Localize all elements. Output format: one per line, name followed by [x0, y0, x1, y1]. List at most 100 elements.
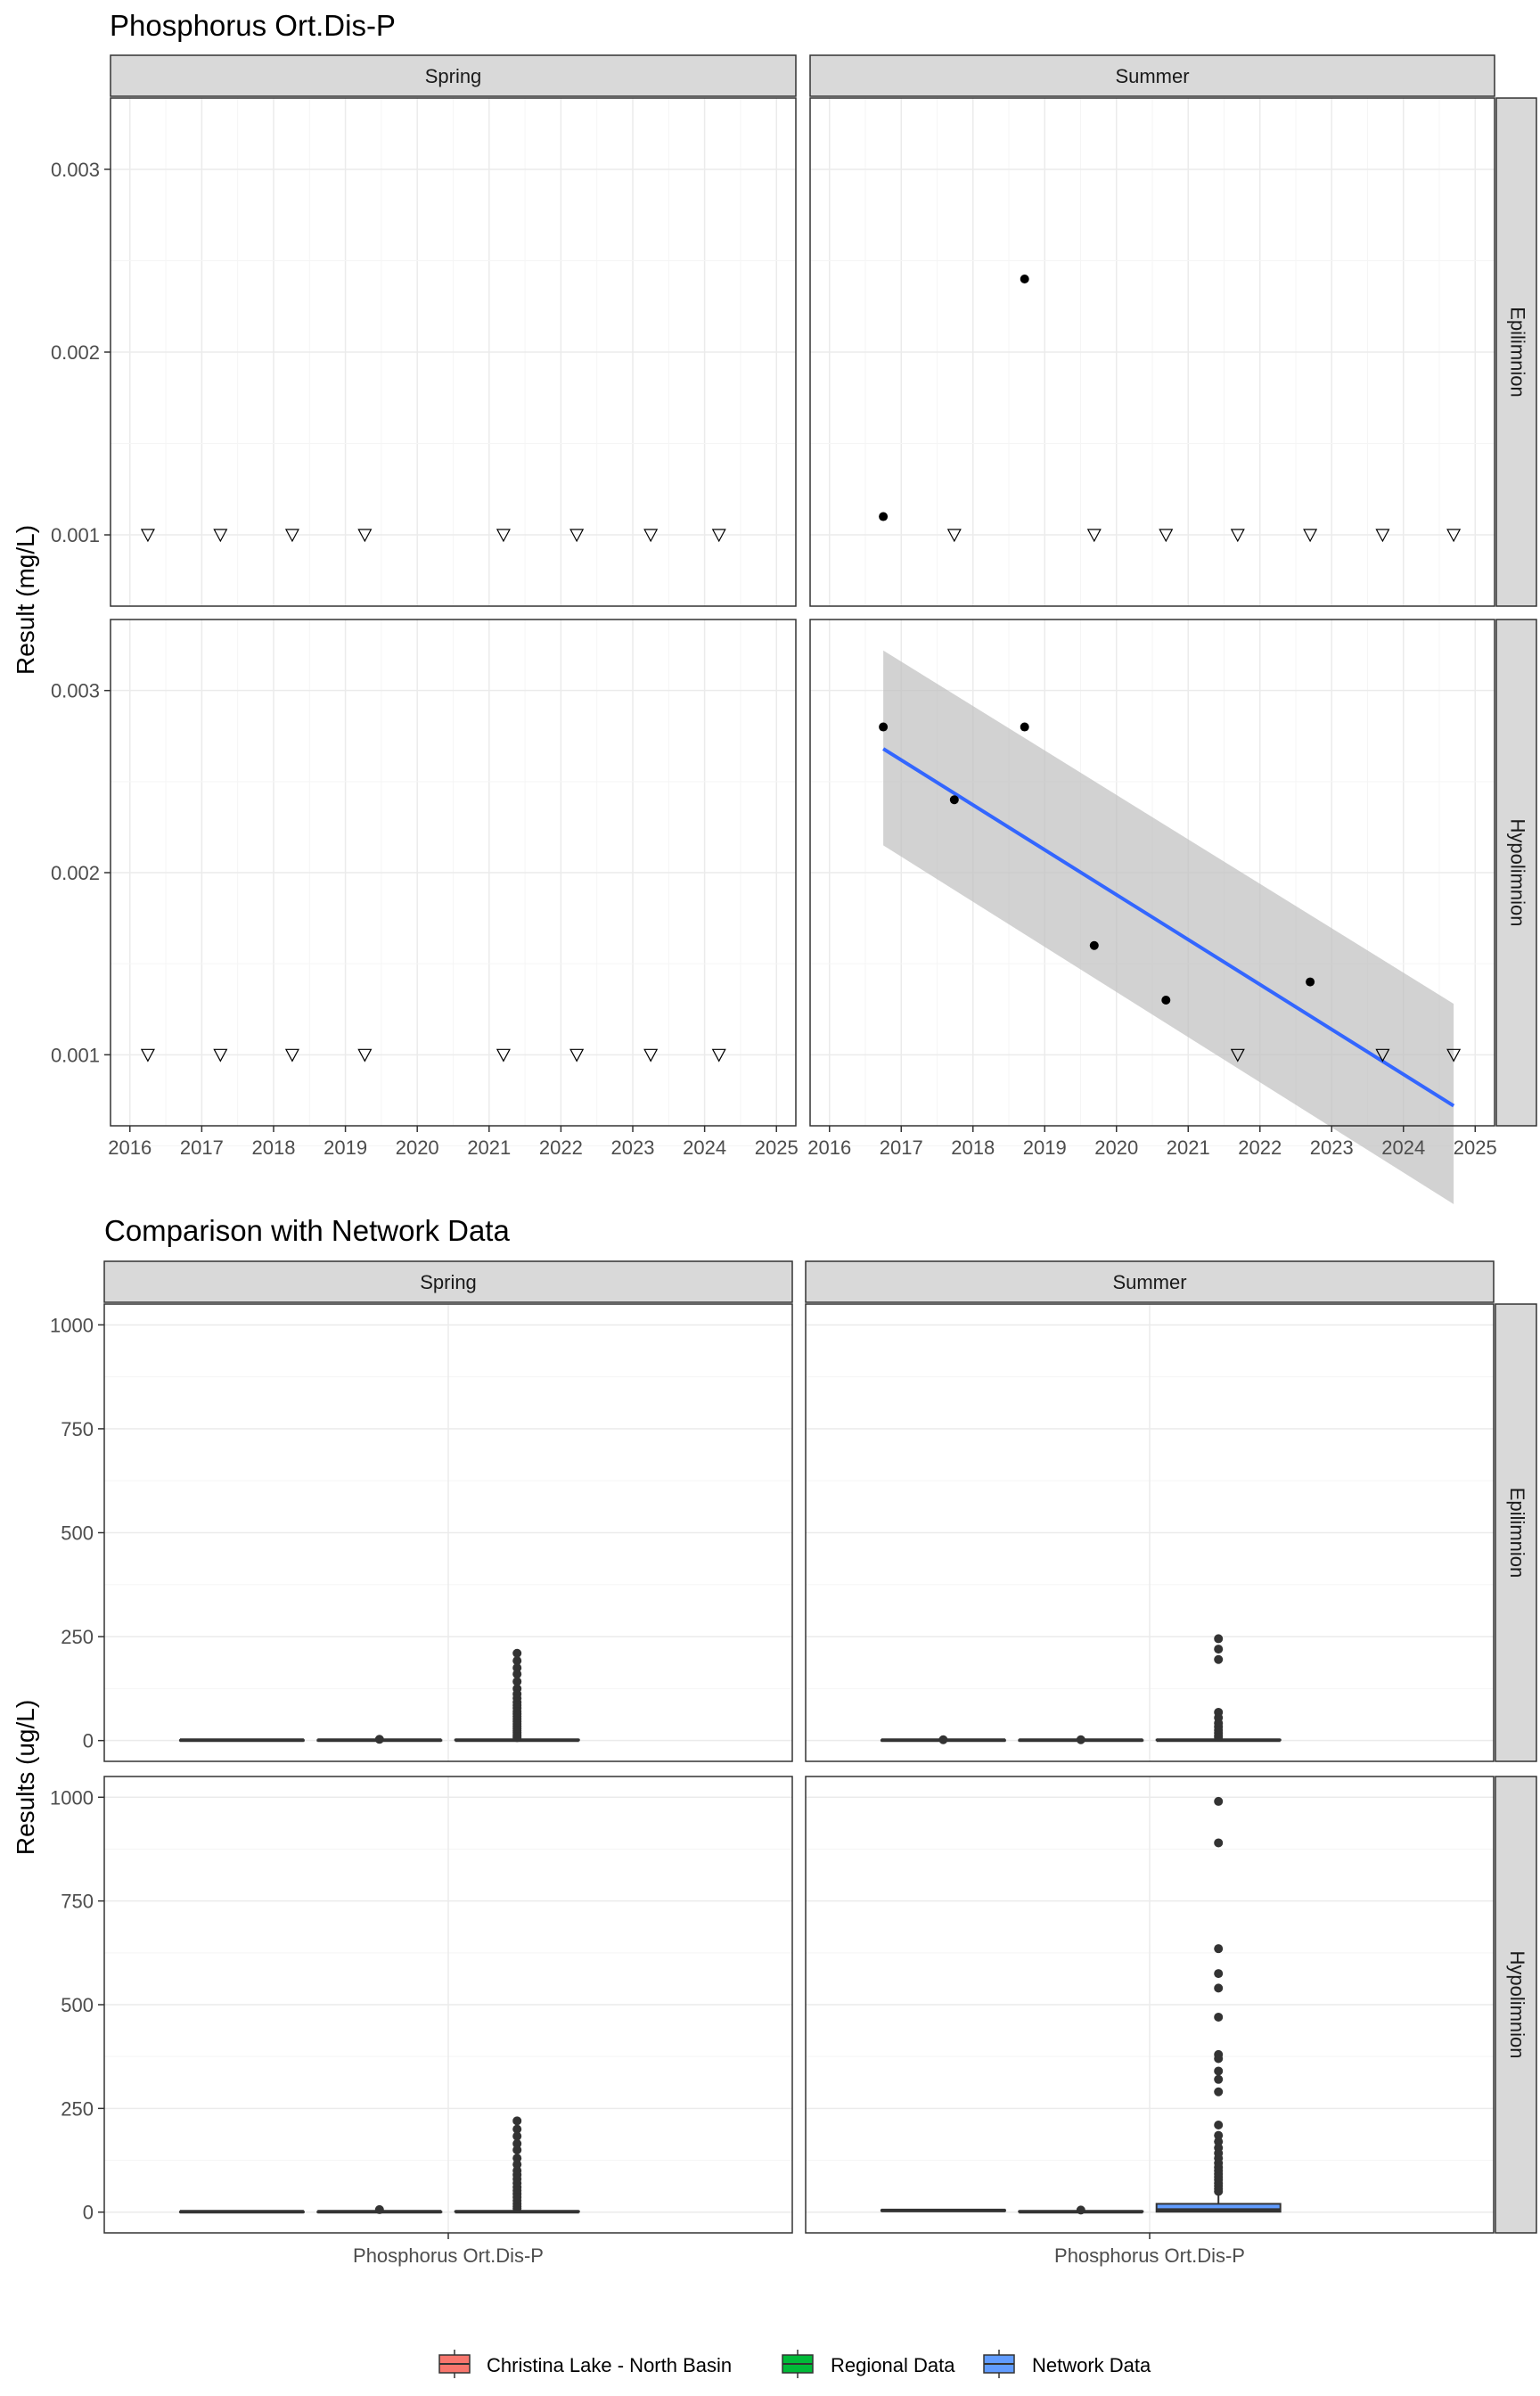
facet-strip-row: [1495, 1303, 1537, 1762]
below-detection-point: [496, 529, 511, 543]
outlier-point: [1214, 2087, 1224, 2096]
y-tick-label: 0.001: [51, 524, 100, 546]
x-tick-label: 2018: [951, 1136, 995, 1159]
detected-point: [1306, 977, 1315, 987]
outlier-point: [1214, 2187, 1224, 2196]
facet-strip-label: Hypolimnion: [1506, 1950, 1528, 2058]
below-detection-point: [711, 1048, 726, 1063]
below-detection-point: [284, 529, 299, 543]
outlier-point: [1214, 1654, 1224, 1664]
below-detection-point: [1446, 1048, 1462, 1063]
legend-label-christina: Christina Lake - North Basin: [487, 2354, 732, 2376]
y-tick-label: 750: [61, 1418, 94, 1440]
facet-strip-row: [1495, 1776, 1537, 2234]
facet-strip-column: [809, 54, 1495, 97]
y-tick-label: 500: [61, 1522, 94, 1545]
outlier-point: [512, 2131, 522, 2141]
outlier-point: [1214, 2130, 1224, 2140]
trend-line: [882, 747, 1455, 1108]
below-detection-point: [1086, 529, 1102, 543]
chart2-plot-area: Spring Summer Epilimnion Hypolimnion 0 250 500…: [50, 1260, 1537, 2267]
y-tick-label: 0.003: [51, 680, 100, 702]
outlier-point: [512, 2145, 522, 2154]
panel-border: [809, 619, 1495, 1127]
facet-strip-label: Hypolimnion: [1507, 818, 1529, 926]
y-tick-label: 0: [83, 2202, 94, 2224]
x-tick-label: 2022: [1238, 1136, 1282, 1159]
outlier-point: [1214, 2137, 1224, 2146]
x-tick-label: 2017: [880, 1136, 923, 1159]
below-detection-point: [357, 1048, 373, 1063]
below-detection-point: [946, 529, 962, 543]
chart2-title: Comparison with Network Data: [104, 1214, 510, 1247]
facet-strip-label: Spring: [420, 1271, 477, 1293]
facet-panel: [110, 97, 797, 628]
facet-strip-label: Spring: [425, 65, 482, 87]
detected-point: [949, 795, 959, 805]
outlier-point: [512, 2138, 522, 2148]
outlier-point: [1214, 1838, 1224, 1848]
outlier-point: [512, 2116, 522, 2126]
facet-strip-column: [103, 1260, 793, 1303]
below-detection-point: [711, 529, 726, 543]
below-detection-point: [643, 529, 659, 543]
legend-label-network: Network Data: [1032, 2354, 1151, 2376]
facet-strip-label: Summer: [1112, 1271, 1186, 1293]
facet-panel: [809, 619, 1495, 1204]
y-tick-label: 1000: [50, 1314, 94, 1336]
x-tick-label: 2019: [324, 1136, 367, 1159]
y-tick-label: 0.002: [51, 862, 100, 884]
x-tick-label: Phosphorus Ort.Dis-P: [1054, 2244, 1245, 2267]
chart1-plot-area: Spring Summer Epilimnion Hypolimnion 0.001 0.…: [51, 54, 1537, 1204]
x-tick-label: 2016: [807, 1136, 851, 1159]
outlier-point: [938, 1735, 948, 1744]
below-detection-point: [1159, 529, 1174, 543]
outlier-point: [374, 2204, 384, 2214]
below-detection-point: [1230, 529, 1245, 543]
outlier-point: [1214, 1645, 1224, 1654]
outlier-point: [1214, 1732, 1224, 1742]
y-tick-label: 0.003: [51, 159, 100, 181]
below-detection-point: [1375, 529, 1390, 543]
outlier-point: [1214, 2120, 1224, 2129]
legend-item-christina: Christina Lake - North Basin: [438, 2350, 732, 2378]
facet-strip-row: [1495, 97, 1537, 607]
outlier-point: [1214, 1969, 1224, 1979]
x-tick-label: 2016: [108, 1136, 152, 1159]
outlier-point: [512, 2124, 522, 2134]
legend: Christina Lake - North Basin Regional Da…: [438, 2350, 1151, 2378]
outlier-point: [1214, 1634, 1224, 1644]
facet-panel: [809, 97, 1495, 628]
detected-point: [1020, 274, 1029, 283]
facet-strip-column: [110, 54, 797, 97]
x-tick-label: 2023: [611, 1136, 655, 1159]
facet-strip-column: [805, 1260, 1495, 1303]
outlier-point: [1076, 1735, 1085, 1744]
facet-panel: [103, 1303, 793, 1762]
outlier-point: [512, 1670, 522, 1679]
y-tick-label: 0.001: [51, 1044, 100, 1066]
x-tick-label: 2021: [467, 1136, 511, 1159]
below-detection-point: [284, 1048, 299, 1063]
outlier-point: [1214, 2066, 1224, 2076]
detected-point: [1020, 722, 1029, 732]
below-detection-point: [357, 529, 373, 543]
outlier-point: [1214, 2012, 1224, 2022]
facet-panel: [805, 1776, 1495, 2234]
below-detection-point: [643, 1048, 659, 1063]
outlier-point: [1076, 2205, 1085, 2215]
outlier-point: [1214, 2074, 1224, 2084]
x-tick-label: 2020: [396, 1136, 439, 1159]
below-detection-point: [140, 1048, 155, 1063]
below-detection-point: [1446, 529, 1462, 543]
x-tick-label: 2022: [539, 1136, 583, 1159]
y-tick-label: 500: [61, 1994, 94, 2016]
x-tick-label: 2025: [755, 1136, 799, 1159]
below-detection-point: [1230, 1048, 1245, 1063]
legend-label-regional: Regional Data: [831, 2354, 955, 2376]
facet-strip-label: Epilimnion: [1507, 307, 1529, 398]
below-detection-point: [496, 1048, 511, 1063]
facet-strip-label: Epilimnion: [1506, 1488, 1528, 1579]
y-tick-label: 0: [83, 1730, 94, 1752]
